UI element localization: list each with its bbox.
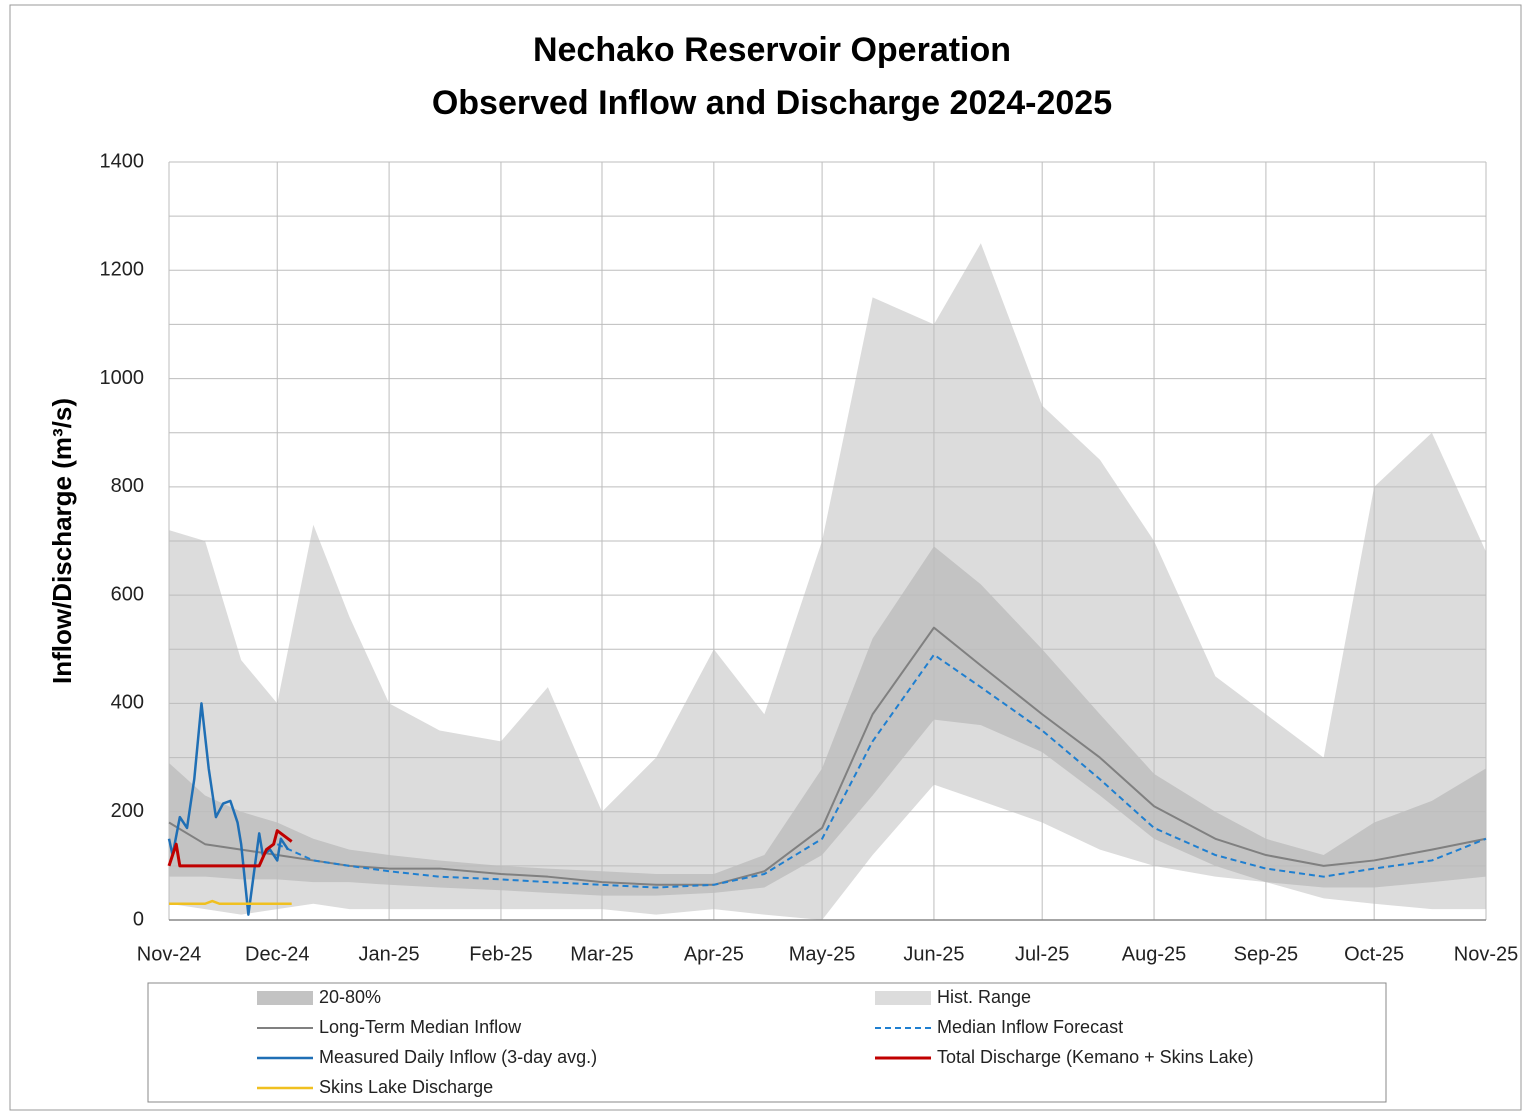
- chart-title: Nechako Reservoir Operation: [533, 31, 1011, 69]
- y-tick-label: 0: [133, 908, 144, 930]
- y-tick-label: 200: [111, 800, 144, 822]
- legend-swatch: [875, 991, 931, 1005]
- y-tick-label: 800: [111, 475, 144, 497]
- x-tick-label: Jan-25: [359, 943, 420, 965]
- x-tick-label: Nov-24: [137, 943, 201, 965]
- legend-label: Skins Lake Discharge: [319, 1077, 493, 1097]
- chart-border: [9, 4, 1522, 1111]
- x-tick-label: Oct-25: [1344, 943, 1404, 965]
- x-tick-label: Nov-25: [1454, 943, 1518, 965]
- y-tick-label: 400: [111, 692, 144, 714]
- chart-subtitle: Observed Inflow and Discharge 2024-2025: [432, 84, 1112, 122]
- legend-box: [147, 982, 1387, 1103]
- legend-label: 20-80%: [319, 987, 381, 1007]
- legend-label: Long-Term Median Inflow: [319, 1017, 522, 1037]
- legend-label: Median Inflow Forecast: [937, 1017, 1123, 1037]
- y-tick-label: 1200: [100, 259, 145, 281]
- x-tick-label: Jul-25: [1015, 943, 1069, 965]
- y-tick-label: 600: [111, 583, 144, 605]
- x-tick-label: May-25: [789, 943, 856, 965]
- series-line: [167, 702, 290, 916]
- x-tick-label: Dec-24: [245, 943, 309, 965]
- x-tick-label: Jun-25: [903, 943, 964, 965]
- x-tick-label: Aug-25: [1122, 943, 1187, 965]
- x-tick-label: Sep-25: [1234, 943, 1299, 965]
- series-line: [167, 829, 293, 868]
- legend-label: Total Discharge (Kemano + Skins Lake): [937, 1047, 1254, 1067]
- legend-swatch: [257, 991, 313, 1005]
- y-axis-label: Inflow/Discharge (m³/s): [47, 398, 77, 684]
- y-tick-label: 1000: [100, 367, 145, 389]
- x-tick-label: Mar-25: [570, 943, 633, 965]
- series-line: [169, 899, 292, 906]
- x-tick-label: Feb-25: [469, 943, 532, 965]
- legend-label: Measured Daily Inflow (3-day avg.): [319, 1047, 597, 1067]
- y-tick-label: 1400: [100, 150, 145, 172]
- series-line: [276, 653, 1487, 889]
- x-tick-label: Apr-25: [684, 943, 744, 965]
- band: [169, 243, 1486, 920]
- legend-label: Hist. Range: [937, 987, 1031, 1007]
